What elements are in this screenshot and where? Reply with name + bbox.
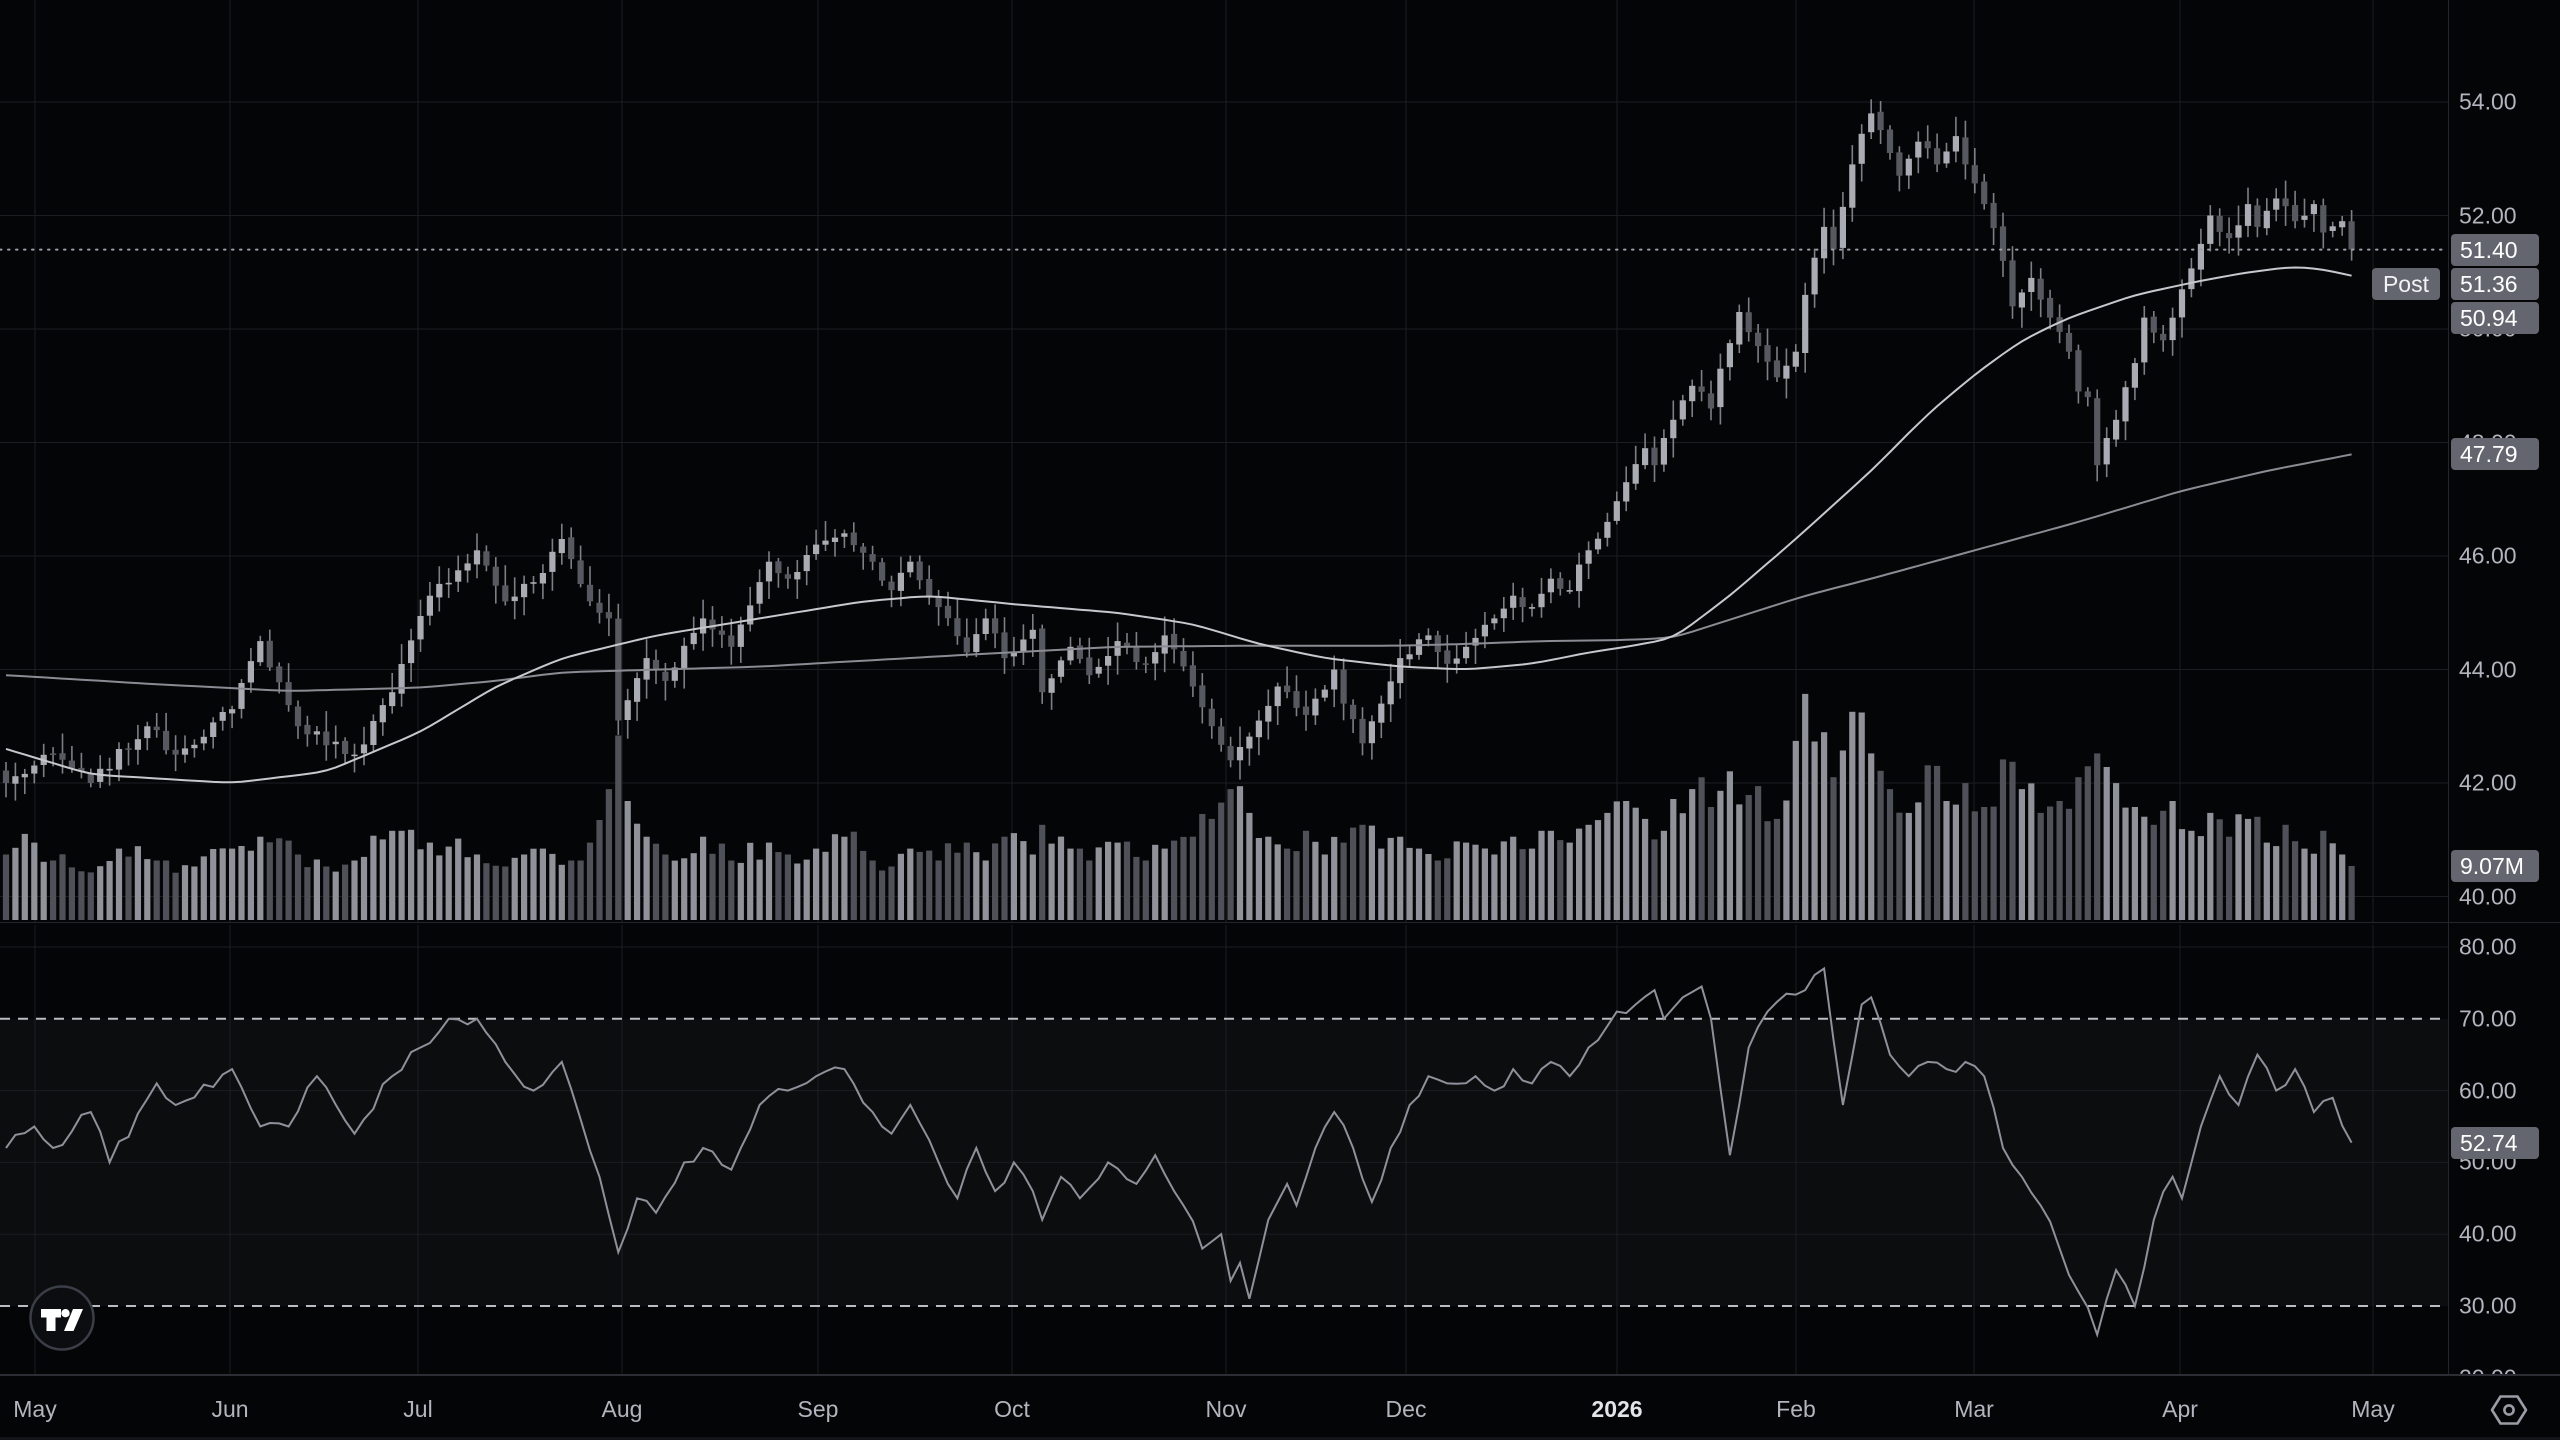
rsi-badge: 52.74: [2451, 1126, 2539, 1159]
rsi-tick-label: 70.00: [2459, 1005, 2517, 1032]
rsi-pane-canvas[interactable]: [0, 925, 2448, 1374]
post-session-badge: Post: [2371, 267, 2440, 300]
price-tick-label: 40.00: [2459, 883, 2517, 909]
month-tick-label: Sep: [797, 1396, 839, 1422]
price-badge-51.40: 51.40: [2451, 233, 2539, 266]
rsi-tick-label: 40.00: [2459, 1220, 2517, 1247]
price-tick-label: 42.00: [2459, 769, 2517, 796]
month-tick-label: Dec: [1385, 1396, 1427, 1422]
month-tick-label: May: [2351, 1396, 2395, 1422]
month-tick-label: Nov: [1205, 1396, 1247, 1422]
price-badge-47.79: 47.79: [2451, 438, 2539, 471]
axis-settings-gear-icon[interactable]: [2484, 1388, 2534, 1432]
pane-separator[interactable]: [0, 922, 2560, 923]
rsi-tick-label: 60.00: [2459, 1077, 2517, 1104]
price-pane[interactable]: [0, 0, 2448, 922]
tradingview-logo[interactable]: [27, 1283, 97, 1353]
month-tick-label: Jul: [403, 1396, 433, 1422]
ma-slow-line: [5, 453, 2352, 692]
month-tick-label: Jun: [211, 1396, 249, 1422]
price-tick-label: 46.00: [2459, 542, 2517, 569]
price-badge-51.36: 51.36: [2451, 267, 2539, 300]
month-tick-label: May: [13, 1396, 57, 1422]
price-badge-50.94: 50.94: [2451, 301, 2539, 334]
price-tick-label: 54.00: [2459, 88, 2517, 115]
time-axis[interactable]: May Jun Jul Aug Sep Oct Nov Dec 2026 Feb Mar Apr May: [0, 1376, 2560, 1440]
price-tick-label: 52.00: [2459, 202, 2517, 228]
month-tick-label: Mar: [1954, 1396, 1994, 1422]
price-tick-label: 44.00: [2459, 656, 2517, 682]
candles: [2, 99, 2355, 801]
price-pane-canvas[interactable]: [0, 0, 2448, 922]
month-tick-label: Apr: [2162, 1396, 2198, 1422]
post-session-label: Post: [2382, 270, 2429, 297]
time-axis-separator: [0, 1374, 2560, 1376]
rsi-line: [5, 966, 2353, 1339]
rsi-pane[interactable]: [0, 925, 2448, 1374]
rsi-tick-label: 80.00: [2459, 933, 2517, 960]
rsi-gridlines: [0, 925, 2448, 1374]
price-axis[interactable]: 54.0052.0050.0048.0046.0044.0042.0040.00…: [2448, 0, 2560, 1390]
month-tick-label: Oct: [994, 1396, 1030, 1422]
month-tick-label: 2026: [1591, 1396, 1643, 1422]
month-tick-label: Aug: [601, 1396, 643, 1422]
volume-bars: [2, 693, 2355, 920]
rsi-tick-label: 30.00: [2459, 1292, 2517, 1319]
main-gridlines: [0, 0, 2448, 922]
gear-icon: [2490, 1395, 2528, 1425]
volume-badge: 9.07M: [2451, 850, 2539, 882]
tradingview-logo-icon: [29, 1285, 95, 1351]
ma-fast-line: [5, 266, 2352, 784]
month-tick-label: Feb: [1776, 1396, 1816, 1422]
window-bottom-edge: [0, 1437, 2560, 1440]
